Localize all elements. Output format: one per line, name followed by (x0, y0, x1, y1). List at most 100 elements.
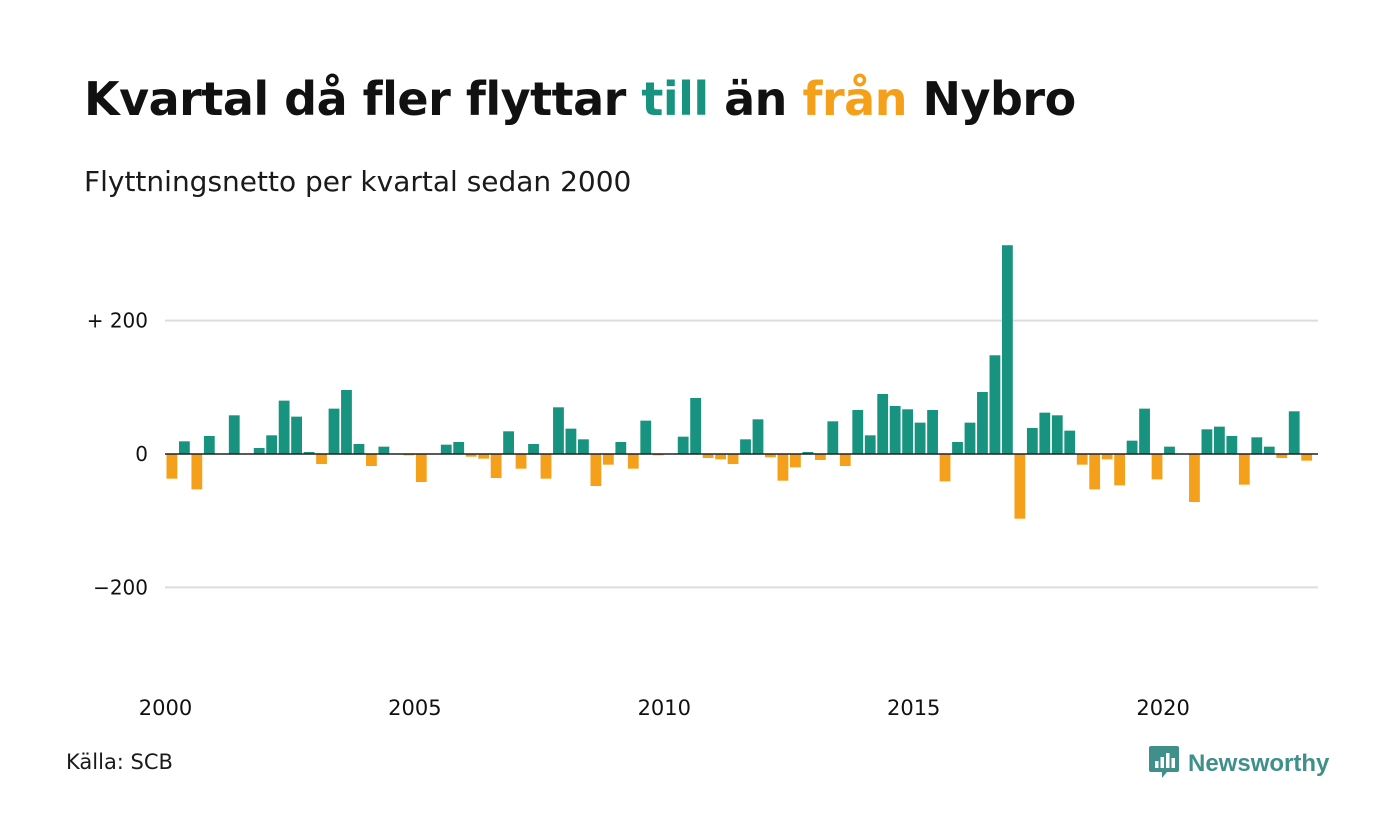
y-tick-label-0: + 200 (87, 309, 148, 333)
bar-q26 (478, 454, 490, 459)
bar-q60 (902, 409, 914, 454)
bar-q1 (166, 454, 178, 479)
y-tick-label-2: −200 (93, 575, 148, 599)
bar-q39 (640, 420, 652, 454)
bar-q16 (353, 444, 365, 455)
bar-q48 (752, 419, 764, 454)
bar-q75 (1089, 454, 1101, 490)
bar-q33 (565, 428, 577, 454)
bar-q52 (802, 452, 814, 454)
bar-q73 (1064, 430, 1076, 454)
bar-q80 (1151, 454, 1163, 480)
source-note: Källa: SCB (66, 750, 173, 774)
bar-q77 (1114, 454, 1126, 486)
bar-q62 (927, 409, 938, 454)
bar-q81 (1164, 446, 1175, 454)
bar-q46 (727, 454, 739, 465)
bar-q43 (690, 397, 702, 454)
chart-title: Kvartal då fler flyttar till än från Nyb… (84, 72, 1076, 126)
bar-q49 (765, 454, 776, 458)
bar-q6 (228, 415, 240, 454)
bar-q18 (378, 446, 390, 454)
bar-q25 (465, 454, 477, 457)
bar-q67 (989, 355, 1001, 454)
bar-chart: + 200 0 −200 2000 2005 2010 2015 2020 (87, 245, 1318, 720)
bar-q74 (1076, 454, 1088, 465)
bar-q3 (191, 454, 203, 490)
x-tick-label-2010: 2010 (638, 696, 691, 720)
title-fran-highlight: från (802, 72, 907, 126)
bar-q34 (578, 439, 589, 454)
bar-q65 (964, 422, 976, 454)
bar-q10 (278, 400, 290, 454)
title-part-2: än (708, 72, 803, 126)
bar-q90 (1276, 454, 1288, 458)
bar-q24 (453, 441, 465, 454)
bar-q69 (1014, 454, 1026, 519)
x-tick-label-2000: 2000 (139, 696, 192, 720)
bar-q37 (615, 441, 627, 454)
bar-q57 (864, 435, 876, 454)
y-axis-labels: + 200 0 −200 (87, 309, 148, 600)
bar-q63 (939, 454, 951, 482)
chart-subtitle: Flyttningsnetto per kvartal sedan 2000 (84, 165, 632, 198)
bar-q13 (316, 454, 327, 465)
bar-q53 (814, 454, 826, 460)
bar-q55 (839, 454, 851, 467)
bar-q61 (914, 422, 926, 454)
bar-q64 (952, 441, 963, 454)
bar-q32 (553, 407, 564, 454)
x-tick-label-2020: 2020 (1136, 696, 1189, 720)
bar-q44 (702, 454, 714, 458)
bar-q56 (852, 409, 864, 454)
bar-q4 (203, 435, 215, 454)
bar-q27 (490, 454, 502, 479)
bar-q8 (253, 448, 265, 454)
bar-q45 (715, 454, 726, 460)
bar-q15 (341, 389, 352, 454)
bar-q88 (1251, 437, 1263, 454)
bar-q84 (1201, 429, 1213, 454)
title-part-3: Nybro (906, 72, 1076, 126)
y-tick-label-1: 0 (135, 442, 148, 466)
bar-q35 (590, 454, 602, 487)
bar-q2 (178, 441, 190, 454)
bar-q86 (1226, 435, 1238, 454)
bar-q29 (515, 454, 527, 469)
bar-q76 (1101, 454, 1113, 460)
bar-q83 (1189, 454, 1200, 503)
x-axis-labels: 2000 2005 2010 2015 2020 (139, 696, 1190, 720)
bar-q23 (440, 444, 452, 454)
x-tick-label-2015: 2015 (887, 696, 940, 720)
bar-q12 (303, 452, 315, 454)
title-part-1: Kvartal då fler flyttar (84, 72, 642, 126)
bar-q42 (677, 436, 689, 454)
bar-q78 (1126, 440, 1138, 454)
x-tick-label-2005: 2005 (388, 696, 441, 720)
bar-q91 (1288, 411, 1300, 454)
bar-q68 (1001, 245, 1013, 454)
bar-q30 (528, 444, 539, 455)
bar-q31 (540, 454, 552, 479)
grid-lines (165, 319, 1318, 589)
bar-q14 (328, 408, 340, 454)
bar-q21 (415, 454, 427, 483)
bar-q79 (1139, 408, 1150, 454)
bar-q58 (877, 393, 889, 454)
chat-bubble-bar-chart-icon (1148, 744, 1180, 784)
bar-q36 (602, 454, 614, 465)
bar-q70 (1026, 427, 1038, 454)
brand-logo[interactable]: Newsworthy (1148, 744, 1329, 784)
bar-q9 (266, 435, 278, 454)
bar-q28 (503, 431, 514, 454)
bar-q71 (1039, 412, 1051, 454)
bar-q54 (827, 421, 839, 454)
bar-q17 (366, 454, 377, 467)
bar-q92 (1301, 454, 1313, 461)
bar-q87 (1238, 454, 1250, 485)
bars (166, 245, 1313, 519)
bar-q85 (1213, 426, 1225, 454)
bar-q50 (777, 454, 789, 481)
bar-q47 (740, 439, 751, 454)
brand-name: Newsworthy (1188, 750, 1330, 777)
